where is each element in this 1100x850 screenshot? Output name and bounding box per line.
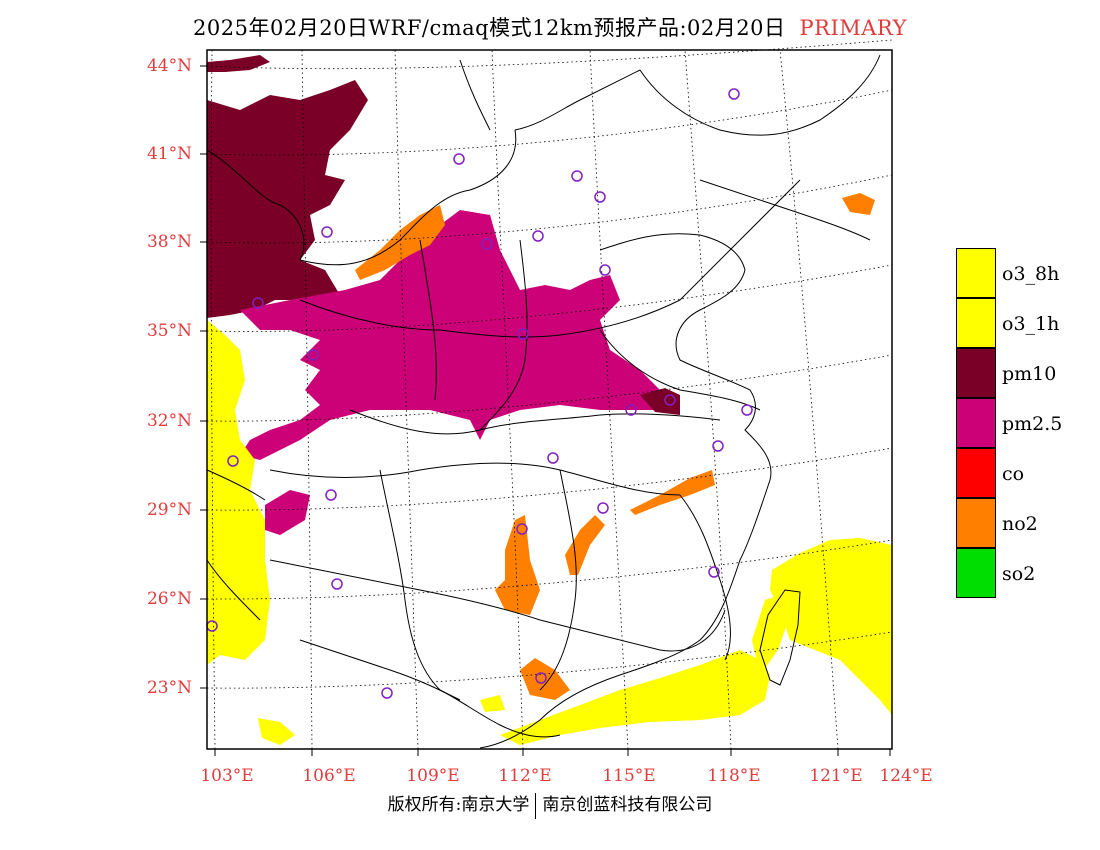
station-marker bbox=[547, 452, 559, 464]
pm10-area-northwest bbox=[207, 80, 368, 318]
legend-label: so2 bbox=[1002, 563, 1036, 585]
station-marker bbox=[664, 394, 676, 406]
station-marker bbox=[517, 328, 529, 340]
o3-area-small-south bbox=[480, 695, 505, 712]
legend-label: o3_1h bbox=[1002, 313, 1060, 335]
legend-swatch bbox=[956, 398, 996, 448]
legend-swatch bbox=[956, 348, 996, 398]
pm10-area-north-edge bbox=[207, 55, 270, 72]
lon-label: 121°E bbox=[809, 766, 863, 786]
no2-area-east bbox=[630, 470, 715, 515]
station-marker bbox=[741, 404, 753, 416]
legend-swatch bbox=[956, 448, 996, 498]
station-marker bbox=[325, 489, 337, 501]
lon-label: 106°E bbox=[302, 766, 356, 786]
pm25-area-central bbox=[240, 210, 680, 460]
legend-label: pm10 bbox=[1002, 363, 1057, 385]
station-marker bbox=[532, 230, 544, 242]
lon-label: 109°E bbox=[406, 766, 460, 786]
no2-area-hunan bbox=[495, 515, 540, 615]
lon-label: 124°E bbox=[879, 766, 933, 786]
legend-swatch bbox=[956, 498, 996, 548]
station-marker bbox=[728, 88, 740, 100]
pm25-area-southwest bbox=[265, 490, 310, 535]
o3-area-west bbox=[207, 320, 270, 665]
map-frame bbox=[206, 49, 893, 750]
station-marker bbox=[594, 191, 606, 203]
lat-label: 41°N bbox=[146, 144, 192, 164]
lat-label: 38°N bbox=[146, 232, 192, 252]
no2-area-north bbox=[355, 205, 445, 280]
station-marker bbox=[712, 440, 724, 452]
province-boundaries bbox=[206, 54, 881, 738]
map-title: 2025年02月20日WRF/cmaq模式12km预报产品:02月20日 PRIM… bbox=[0, 12, 1100, 42]
lat-label: 26°N bbox=[146, 589, 192, 609]
copyright: 版权所有:南京大学 南京创蓝科技有限公司 bbox=[0, 790, 1100, 819]
lon-label: 118°E bbox=[707, 766, 761, 786]
station-marker bbox=[321, 226, 333, 238]
lat-label: 44°N bbox=[146, 56, 192, 76]
copyright-company: 南京创蓝科技有限公司 bbox=[542, 795, 713, 815]
taiwan-outline bbox=[759, 589, 801, 686]
legend-swatch bbox=[956, 248, 996, 298]
lon-label: 115°E bbox=[602, 766, 656, 786]
o3-area-east-sea bbox=[770, 538, 892, 715]
no2-area-jiangxi bbox=[565, 515, 605, 575]
o3-area-bottom-left bbox=[258, 718, 295, 745]
lat-label: 23°N bbox=[146, 678, 192, 698]
no2-area-guangdong bbox=[520, 658, 570, 700]
coastline bbox=[479, 233, 772, 749]
station-marker bbox=[535, 672, 547, 684]
station-marker bbox=[453, 153, 465, 165]
copyright-separator bbox=[535, 792, 537, 819]
station-marker bbox=[516, 523, 528, 535]
legend-swatch bbox=[956, 298, 996, 348]
copyright-owner: 版权所有:南京大学 bbox=[387, 795, 530, 815]
lat-label: 32°N bbox=[146, 411, 192, 431]
lon-label: 103°E bbox=[200, 766, 254, 786]
legend-label: no2 bbox=[1002, 513, 1038, 535]
title-primary-tag: PRIMARY bbox=[799, 16, 907, 40]
station-marker bbox=[597, 502, 609, 514]
o3-area-south-coast bbox=[500, 650, 770, 745]
legend-label: o3_8h bbox=[1002, 263, 1060, 285]
graticule bbox=[206, 39, 893, 750]
lat-label: 29°N bbox=[146, 500, 192, 520]
lon-label: 112°E bbox=[498, 766, 552, 786]
station-marker bbox=[307, 349, 319, 361]
title-text: 2025年02月20日WRF/cmaq模式12km预报产品:02月20日 bbox=[193, 16, 786, 40]
legend-label: pm2.5 bbox=[1002, 413, 1063, 435]
no2-area-northeast bbox=[842, 193, 875, 215]
axis-ticks bbox=[200, 65, 891, 756]
station-marker bbox=[599, 264, 611, 276]
station-marker bbox=[571, 170, 583, 182]
station-marker bbox=[625, 404, 637, 416]
station-marker bbox=[481, 238, 493, 250]
legend-label: co bbox=[1002, 463, 1025, 485]
station-marker bbox=[331, 578, 343, 590]
lat-label: 35°N bbox=[146, 321, 192, 341]
station-marker bbox=[381, 687, 393, 699]
station-marker bbox=[708, 566, 720, 578]
pollutant-layers bbox=[207, 55, 892, 745]
station-marker bbox=[227, 455, 239, 467]
legend-swatch bbox=[956, 548, 996, 598]
station-marker bbox=[252, 297, 264, 309]
station-markers bbox=[206, 88, 753, 699]
